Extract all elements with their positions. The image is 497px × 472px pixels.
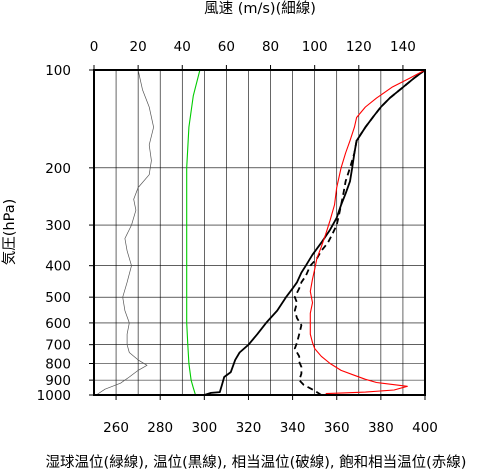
plot-frame: [93, 69, 426, 396]
pressure-tick-label: 200: [45, 161, 71, 177]
pressure-tick-label: 500: [45, 290, 71, 306]
bottom-tick-label: 340: [280, 420, 306, 436]
x-axis-label: 湿球温位(緑線), 温位(黒線), 相当温位(破線), 飽和相当温位(赤線): [46, 454, 467, 471]
top-tick-label: 40: [174, 39, 191, 55]
pressure-tick-label: 100: [45, 63, 71, 79]
series-lines: [96, 69, 426, 396]
series-line-wind: [96, 69, 154, 396]
pressure-tick-label: 800: [45, 357, 71, 373]
top-tick-label: 140: [390, 39, 416, 55]
series-line-saturated-equivalent-theta: [309, 69, 426, 395]
bottom-tick-label: 280: [147, 420, 173, 436]
top-tick-label: 80: [262, 39, 279, 55]
top-tick-label: 20: [130, 39, 147, 55]
y-axis-label: 気圧(hPa): [1, 199, 18, 265]
pressure-tick-label: 900: [45, 373, 71, 389]
series-line-equivalent-theta: [293, 69, 426, 396]
top-tick-label: 120: [346, 39, 372, 55]
top-tick-label: 100: [302, 39, 328, 55]
bottom-tick-label: 360: [324, 420, 350, 436]
pressure-tick-label: 1000: [37, 388, 71, 404]
bottom-tick-label: 400: [412, 420, 438, 436]
bottom-tick-label: 320: [236, 420, 262, 436]
top-tick-label: 0: [90, 39, 99, 55]
pressure-tick-label: 600: [45, 316, 71, 332]
series-line-theta: [204, 69, 426, 396]
bottom-tick-label: 380: [368, 420, 394, 436]
grid: [94, 70, 425, 395]
pressure-tick-label: 700: [45, 338, 71, 354]
pressure-tick-label: 300: [45, 218, 71, 234]
bottom-tick-label: 260: [103, 420, 129, 436]
top-tick-labels: 0 20 40 60 80 100 120 140: [90, 39, 416, 70]
top-tick-label: 60: [218, 39, 235, 55]
chart-title: 風速 (m/s)(細線): [204, 0, 316, 17]
pressure-tick-label: 400: [45, 259, 71, 275]
bottom-tick-labels: 260 280 300 320 340 360 380 400: [103, 395, 438, 436]
bottom-tick-label: 300: [191, 420, 217, 436]
series-line-wet-bulb-theta: [186, 69, 201, 396]
